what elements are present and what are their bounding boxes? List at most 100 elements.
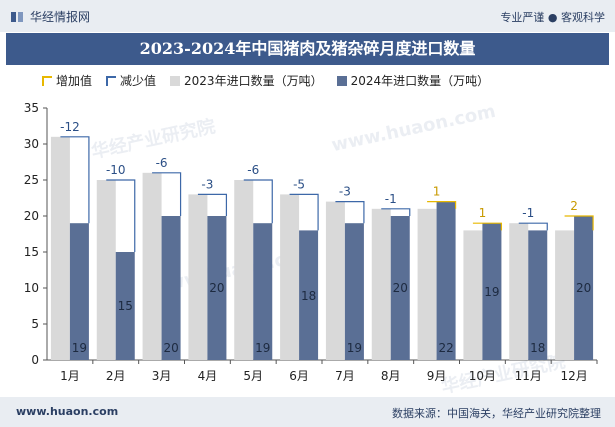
- legend-item-2024: 2024年进口数量（万吨）: [336, 72, 490, 89]
- footer-url: www.huaon.com: [16, 405, 119, 418]
- x-tick-label: 7月: [335, 369, 355, 383]
- difference-bracket: [106, 179, 136, 252]
- x-tick-label: 11月: [515, 369, 542, 383]
- bar-value-label: 18: [301, 289, 316, 303]
- difference-bracket: [289, 193, 319, 231]
- difference-label: -1: [385, 192, 397, 206]
- y-tick-label: 35: [24, 101, 39, 115]
- difference-bracket: [472, 222, 503, 231]
- y-tick-label: 10: [24, 281, 39, 295]
- bar-value-label: 20: [576, 281, 591, 295]
- y-tick-label: 20: [24, 209, 39, 223]
- bar-2023: [371, 208, 391, 360]
- difference-bracket: [564, 215, 594, 231]
- legend-item-2023: 2023年进口数量（万吨）: [170, 72, 323, 89]
- difference-bracket: [60, 136, 90, 224]
- y-tick-label: 30: [24, 137, 39, 151]
- bar-2023: [417, 208, 437, 360]
- y-tick-label: 5: [31, 317, 39, 331]
- y-tick-label: 0: [31, 353, 39, 367]
- series-2023-swatch: [170, 75, 181, 86]
- bar-2024: [299, 230, 319, 360]
- difference-label: -5: [293, 177, 305, 191]
- difference-label: 1: [479, 206, 487, 220]
- title-bar: 2023-2024年中国猪肉及猪杂碎月度进口数量: [6, 33, 609, 65]
- legend-label: 增加值: [56, 74, 93, 88]
- bar-value-label: 18: [530, 341, 545, 355]
- difference-label: -1: [522, 206, 534, 220]
- bar-value-label: 20: [393, 281, 408, 295]
- bar-2024: [390, 216, 410, 360]
- difference-bracket: [152, 172, 182, 216]
- logo-icon: [11, 11, 23, 22]
- difference-label: -6: [156, 156, 168, 170]
- bar-2023: [142, 172, 162, 360]
- difference-bracket: [381, 208, 411, 216]
- bar-value-label: 19: [347, 341, 362, 355]
- x-tick-label: 5月: [243, 369, 263, 383]
- difference-label: -3: [201, 177, 213, 191]
- y-tick-label: 15: [24, 245, 39, 259]
- chart-title: 2023-2024年中国猪肉及猪杂碎月度进口数量: [139, 39, 476, 58]
- difference-label: 1: [433, 185, 441, 199]
- bar-value-label: 15: [118, 299, 133, 313]
- x-tick-label: 9月: [427, 369, 447, 383]
- difference-bracket: [335, 201, 365, 224]
- legend-label: 2024年进口数量（万吨）: [350, 74, 490, 88]
- difference-label: -6: [247, 163, 259, 177]
- difference-label: 2: [570, 199, 578, 213]
- bar-2024: [436, 201, 456, 360]
- x-tick-label: 3月: [152, 369, 172, 383]
- series-2024-swatch: [336, 75, 347, 86]
- bar-2024: [207, 216, 227, 360]
- bar-2024: [528, 230, 548, 360]
- bar-2023: [555, 230, 575, 360]
- bar-2024: [344, 223, 364, 360]
- bar-2024: [69, 223, 89, 360]
- x-tick-label: 4月: [198, 369, 218, 383]
- bar-2024: [115, 252, 135, 360]
- bar-2023: [234, 180, 254, 360]
- bar-2023: [96, 180, 116, 360]
- x-tick-label: 6月: [289, 369, 309, 383]
- x-tick-label: 2月: [106, 369, 126, 383]
- header-bar: 华经情报网 专业严谨 ● 客观科学: [0, 0, 615, 32]
- difference-label: -3: [339, 185, 351, 199]
- difference-label: -12: [60, 120, 80, 134]
- bar-value-label: 20: [163, 341, 178, 355]
- bar-2024: [574, 216, 594, 360]
- bar-value-label: 22: [438, 341, 453, 355]
- brand-name: 华经情报网: [30, 10, 91, 24]
- legend-label: 2023年进口数量（万吨）: [184, 74, 323, 88]
- bar-2024: [482, 223, 502, 360]
- bar-2024: [253, 223, 273, 360]
- legend-item-decrease: 减少值: [106, 72, 156, 89]
- data-source: 数据来源：中国海关，华经产业研究院整理: [392, 407, 601, 420]
- bar-value-label: 19: [484, 285, 499, 299]
- difference-bracket: [518, 222, 548, 231]
- bar-2024: [161, 216, 181, 360]
- x-tick-label: 8月: [381, 369, 401, 383]
- bar-2023: [50, 136, 70, 360]
- bar-value-label: 19: [255, 341, 270, 355]
- legend: 增加值 减少值 2023年进口数量（万吨） 2024年进口数量（万吨）: [42, 72, 503, 89]
- bar-2023: [325, 201, 345, 360]
- bar-2023: [188, 194, 208, 360]
- difference-label: -10: [106, 163, 126, 177]
- difference-bracket: [243, 179, 273, 224]
- footer-bar: www.huaon.com 数据来源：中国海关，华经产业研究院整理: [0, 397, 615, 427]
- legend-label: 减少值: [120, 74, 157, 88]
- y-tick-label: 25: [24, 173, 39, 187]
- slogan: 专业严谨 ● 客观科学: [500, 11, 605, 24]
- bar-2023: [463, 230, 483, 360]
- legend-item-increase: 增加值: [42, 72, 92, 89]
- x-tick-label: 12月: [560, 369, 587, 383]
- difference-bracket: [427, 201, 457, 209]
- bar-2023: [280, 194, 300, 360]
- x-tick-label: 1月: [60, 369, 80, 383]
- increase-swatch: [42, 75, 52, 86]
- bar-value-label: 19: [72, 341, 87, 355]
- bar-2023: [509, 223, 529, 360]
- bar-value-label: 20: [209, 281, 224, 295]
